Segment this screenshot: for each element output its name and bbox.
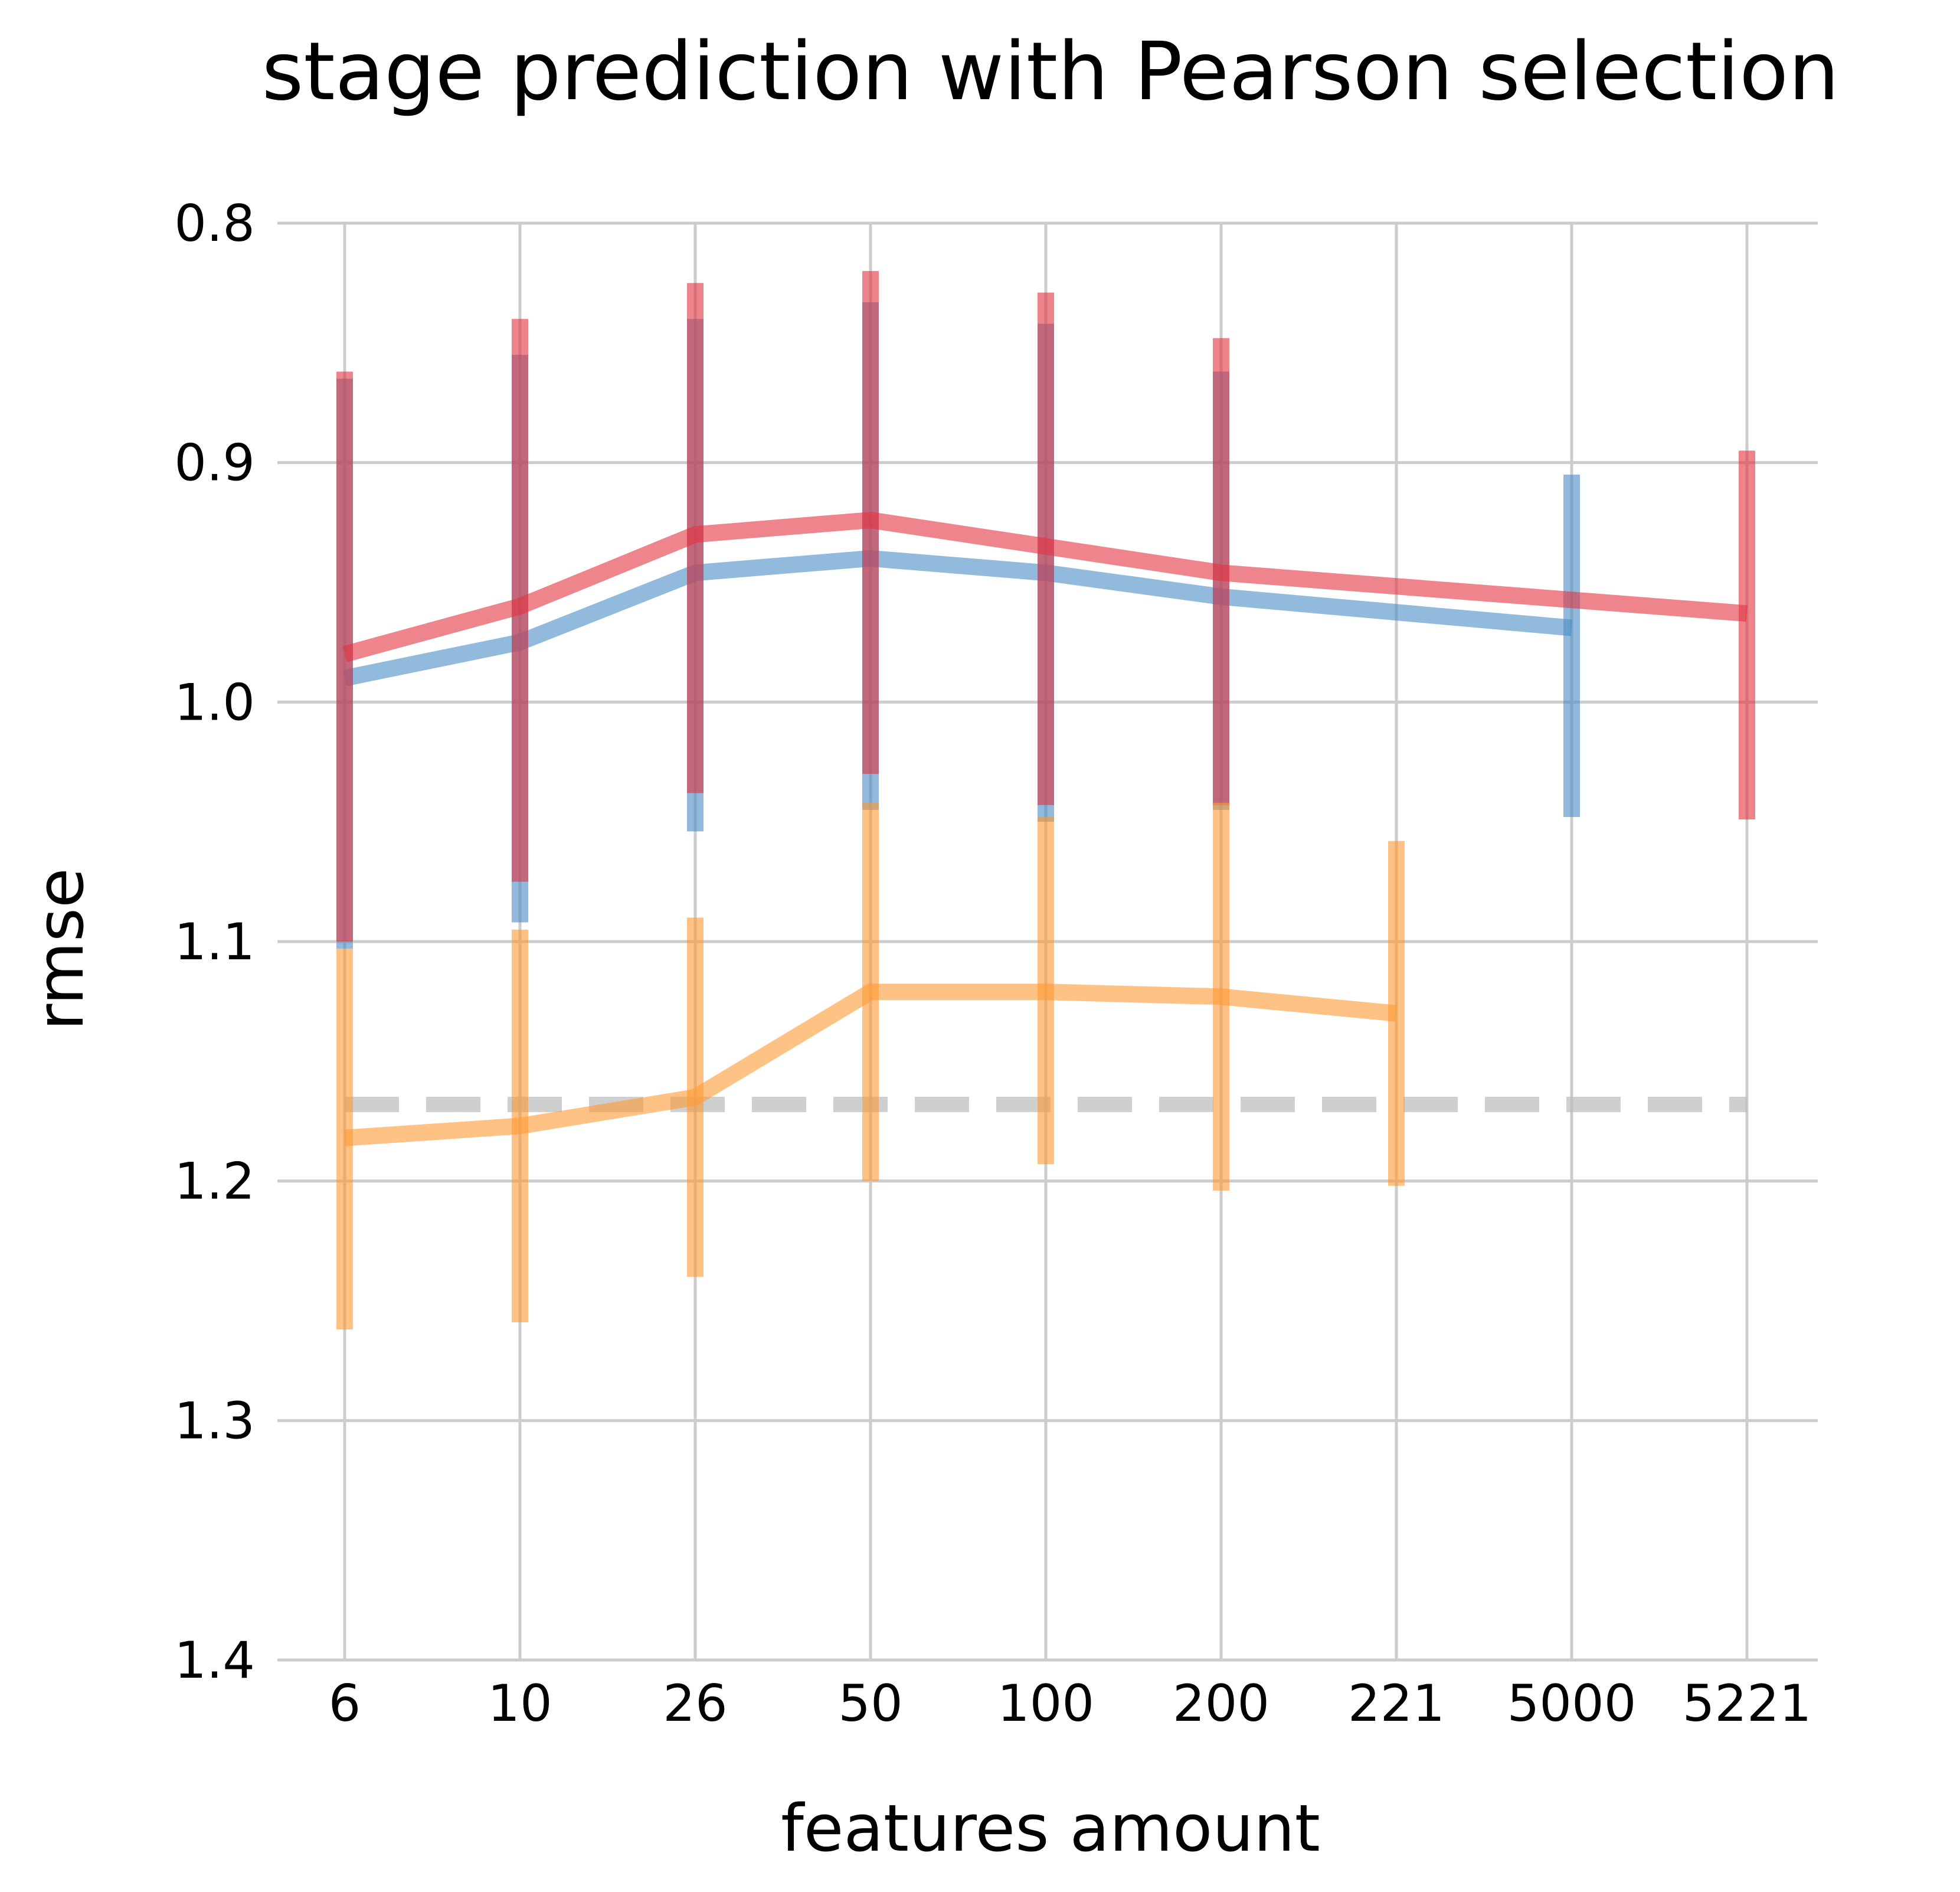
x-tick-label: 100	[997, 1674, 1094, 1733]
x-tick-label: 26	[663, 1674, 727, 1733]
series-0	[336, 302, 1580, 949]
y-tick-label: 1.2	[174, 1152, 255, 1211]
series-line	[344, 983, 1398, 1146]
y-tick-label: 0.8	[174, 194, 255, 253]
tick-layer: 0.8 0.9 1.0 1.1 1.2 1.3 1.4 6 10 26 50 100 200 221 500…	[174, 194, 1811, 1733]
series-line	[342, 512, 1748, 662]
y-tick-label: 1.1	[174, 913, 255, 972]
y-tick-label: 1.3	[174, 1391, 255, 1450]
y-tick-label: 0.9	[174, 434, 255, 493]
series-2	[336, 802, 1405, 1330]
x-tick-label: 200	[1173, 1674, 1269, 1733]
y-tick-label: 1.0	[174, 673, 255, 732]
x-tick-label: 5221	[1683, 1674, 1812, 1733]
x-tick-label: 221	[1348, 1674, 1445, 1733]
series-line	[343, 550, 1573, 687]
y-axis-label: rmse	[22, 868, 98, 1030]
x-tick-label: 50	[838, 1674, 902, 1733]
x-tick-label: 5000	[1507, 1674, 1637, 1733]
x-tick-label: 10	[487, 1674, 552, 1733]
series-1	[336, 271, 1755, 942]
x-axis-label: features amount	[781, 1790, 1320, 1866]
x-tick-label: 6	[329, 1674, 361, 1733]
chart-title: stage prediction with Pearson selection	[262, 25, 1840, 119]
series-layer	[336, 271, 1755, 1330]
y-tick-label: 1.4	[174, 1631, 255, 1690]
